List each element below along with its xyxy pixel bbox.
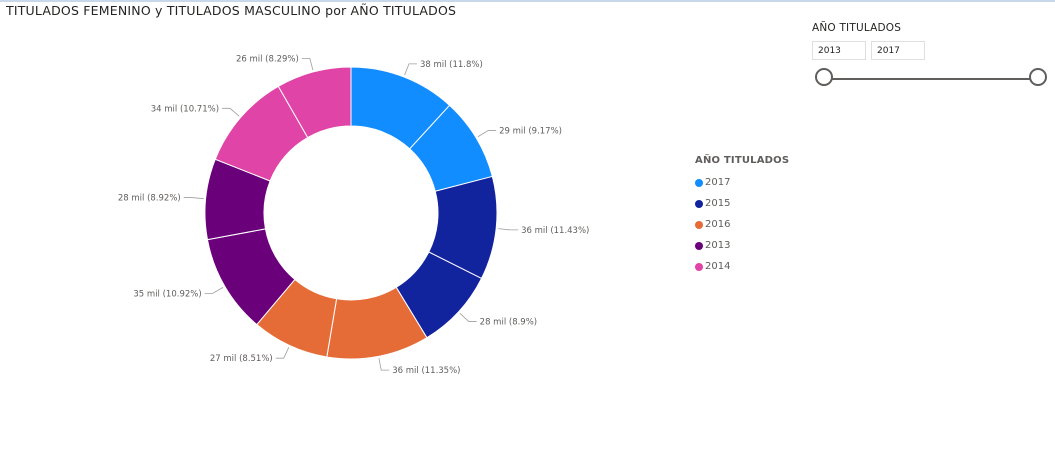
- visual-top-border: [0, 0, 1055, 2]
- slicer-max-input[interactable]: [871, 41, 925, 60]
- legend-dot-icon: [695, 241, 703, 250]
- slicer-title: AÑO TITULADOS: [812, 22, 902, 34]
- slicer-range-inputs: [812, 41, 925, 60]
- legend-dot-icon: [695, 178, 703, 187]
- legend-label: 2015: [705, 198, 731, 209]
- chart-legend: AÑO TITULADOS 2017 2015 2016 2013 2014: [695, 155, 789, 277]
- legend-item-2013[interactable]: 2013: [695, 235, 789, 256]
- leader-line-4: [378, 358, 390, 371]
- legend-item-2014[interactable]: 2014: [695, 256, 789, 277]
- legend-label: 2013: [705, 240, 731, 251]
- leader-line-1: [477, 130, 497, 138]
- legend-dot-icon: [695, 199, 703, 208]
- leader-line-5: [275, 347, 290, 359]
- donut-slice-2014-9[interactable]: [277, 66, 352, 139]
- data-label-5: 27 mil (8.51%): [210, 354, 273, 364]
- data-label-3: 28 mil (8.9%): [480, 317, 537, 327]
- legend-dot-icon: [695, 262, 703, 271]
- data-label-9: 26 mil (8.29%): [236, 54, 299, 64]
- leader-line-6: [204, 287, 224, 294]
- legend-label: 2014: [705, 261, 731, 272]
- slider-max-handle[interactable]: [1029, 68, 1047, 86]
- slicer-min-input[interactable]: [812, 41, 866, 60]
- data-label-1: 29 mil (9.17%): [499, 127, 562, 137]
- leader-line-0: [404, 63, 417, 76]
- slider-track[interactable]: [824, 78, 1039, 80]
- leader-line-7: [183, 197, 204, 200]
- legend-item-2017[interactable]: 2017: [695, 172, 789, 193]
- leader-line-9: [301, 57, 314, 71]
- slider-min-handle[interactable]: [815, 68, 833, 86]
- chart-title: TITULADOS FEMENINO y TITULADOS MASCULINO…: [6, 3, 457, 18]
- legend-dot-icon: [695, 220, 703, 229]
- legend-label: 2017: [705, 177, 731, 188]
- data-label-0: 38 mil (11.8%): [420, 60, 483, 70]
- data-label-4: 36 mil (11.35%): [392, 366, 460, 376]
- data-label-6: 35 mil (10.92%): [133, 289, 201, 299]
- legend-label: 2016: [705, 219, 731, 230]
- legend-item-2016[interactable]: 2016: [695, 214, 789, 235]
- legend-title: AÑO TITULADOS: [695, 155, 790, 166]
- leader-line-2: [498, 228, 519, 231]
- legend-item-2015[interactable]: 2015: [695, 193, 789, 214]
- data-label-2: 36 mil (11.43%): [521, 226, 589, 236]
- leader-line-3: [459, 312, 477, 322]
- leader-line-8: [222, 107, 240, 117]
- data-label-8: 34 mil (10.71%): [151, 104, 219, 114]
- data-label-7: 28 mil (8.92%): [118, 194, 181, 204]
- year-slicer: AÑO TITULADOS: [812, 22, 1052, 97]
